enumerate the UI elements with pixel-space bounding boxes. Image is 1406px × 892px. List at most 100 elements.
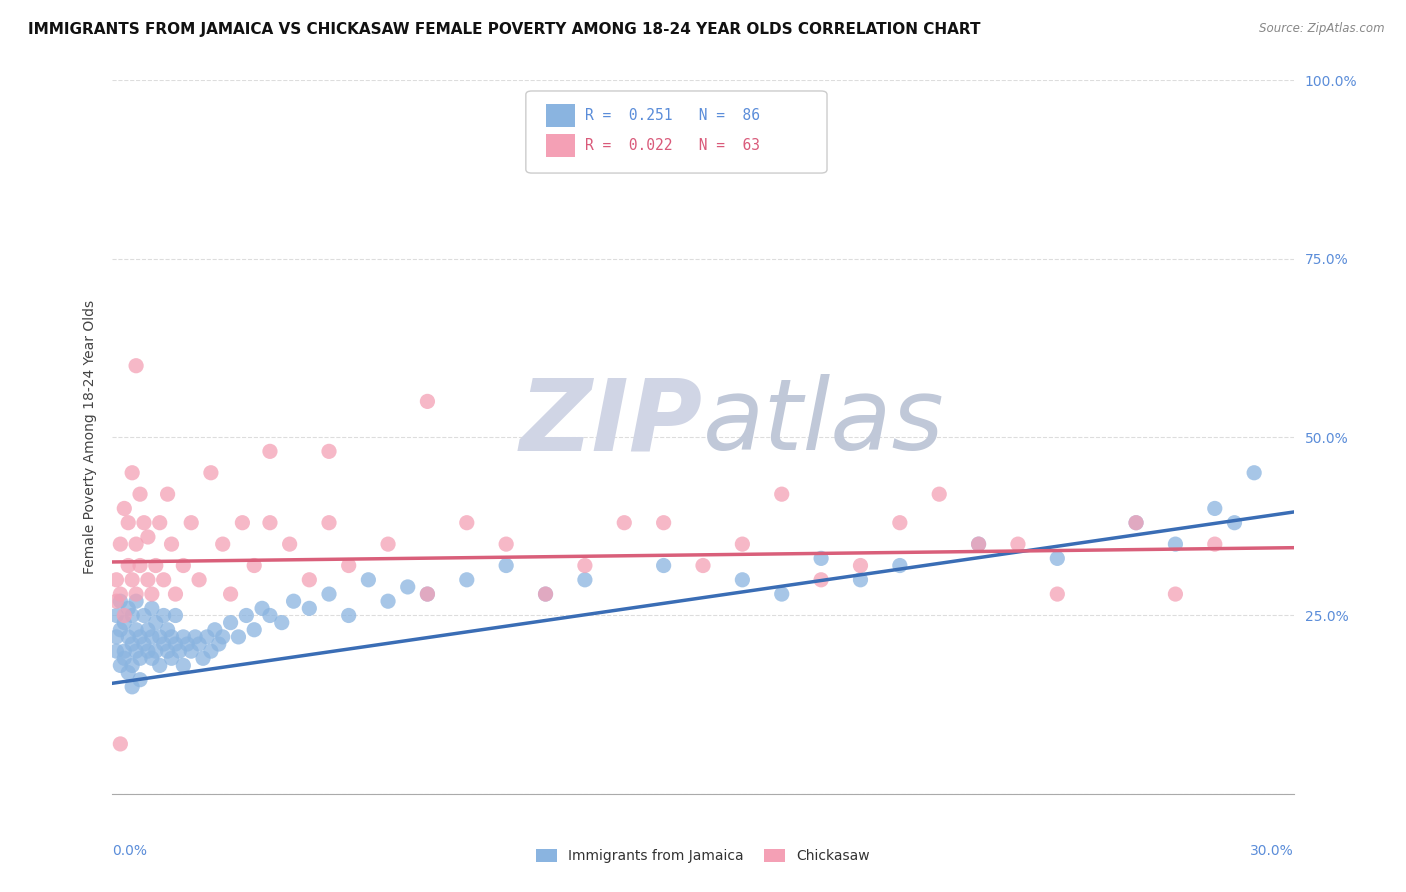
Point <box>117 665 139 680</box>
Point <box>967 537 990 551</box>
Point <box>849 558 872 573</box>
Point <box>889 516 911 530</box>
Point <box>243 558 266 573</box>
Point <box>1125 516 1147 530</box>
Point <box>534 587 557 601</box>
Point <box>259 444 281 458</box>
Point <box>165 608 187 623</box>
Point <box>141 601 163 615</box>
Point <box>298 573 321 587</box>
Point <box>110 737 132 751</box>
Point <box>1243 466 1265 480</box>
Point <box>105 644 128 658</box>
Point <box>416 394 439 409</box>
Point <box>1223 516 1246 530</box>
Point <box>152 573 174 587</box>
Point <box>195 630 218 644</box>
Point <box>136 644 159 658</box>
Point <box>188 637 211 651</box>
Point <box>731 573 754 587</box>
Point <box>208 637 231 651</box>
Point <box>180 516 202 530</box>
Point <box>849 573 872 587</box>
Point <box>184 630 207 644</box>
Point <box>200 644 222 658</box>
Text: 30.0%: 30.0% <box>1250 844 1294 858</box>
Point <box>125 537 148 551</box>
Point <box>112 651 135 665</box>
Point <box>259 608 281 623</box>
Point <box>357 573 380 587</box>
Point <box>129 558 152 573</box>
Point <box>110 623 132 637</box>
Point <box>259 516 281 530</box>
Point <box>228 630 250 644</box>
Point <box>145 615 167 630</box>
Point <box>132 637 155 651</box>
Text: Source: ZipAtlas.com: Source: ZipAtlas.com <box>1260 22 1385 36</box>
Point <box>165 587 187 601</box>
FancyBboxPatch shape <box>546 103 575 127</box>
Point <box>1046 551 1069 566</box>
Point <box>1164 587 1187 601</box>
Point <box>117 516 139 530</box>
Y-axis label: Female Poverty Among 18-24 Year Olds: Female Poverty Among 18-24 Year Olds <box>83 300 97 574</box>
Point <box>121 466 143 480</box>
Point <box>141 651 163 665</box>
Point <box>125 359 148 373</box>
Point <box>377 537 399 551</box>
Point <box>117 630 139 644</box>
Point <box>121 637 143 651</box>
Point <box>172 630 194 644</box>
Point <box>129 630 152 644</box>
Point <box>318 516 340 530</box>
Point <box>1164 537 1187 551</box>
Point <box>132 608 155 623</box>
Point <box>156 644 179 658</box>
Point <box>770 587 793 601</box>
Point <box>136 623 159 637</box>
Point <box>1007 537 1029 551</box>
Point <box>180 644 202 658</box>
Point <box>149 630 172 644</box>
Point <box>191 651 214 665</box>
Point <box>145 558 167 573</box>
Point <box>176 637 198 651</box>
Point <box>160 651 183 665</box>
Point <box>105 573 128 587</box>
Point <box>298 601 321 615</box>
Point <box>652 516 675 530</box>
Point <box>145 644 167 658</box>
FancyBboxPatch shape <box>546 134 575 157</box>
Point <box>149 516 172 530</box>
Point <box>136 530 159 544</box>
Point <box>125 623 148 637</box>
Point <box>112 501 135 516</box>
Point <box>141 587 163 601</box>
Point <box>129 651 152 665</box>
Point <box>149 658 172 673</box>
Point <box>105 630 128 644</box>
Point <box>731 537 754 551</box>
Point <box>574 558 596 573</box>
Point <box>110 658 132 673</box>
Text: IMMIGRANTS FROM JAMAICA VS CHICKASAW FEMALE POVERTY AMONG 18-24 YEAR OLDS CORREL: IMMIGRANTS FROM JAMAICA VS CHICKASAW FEM… <box>28 22 980 37</box>
Point <box>129 673 152 687</box>
Point <box>204 623 226 637</box>
Point <box>117 601 139 615</box>
Point <box>112 608 135 623</box>
Point <box>121 573 143 587</box>
Point <box>112 615 135 630</box>
Point <box>416 587 439 601</box>
Point <box>928 487 950 501</box>
Point <box>105 608 128 623</box>
Point <box>132 516 155 530</box>
Point <box>112 644 135 658</box>
Point <box>1204 537 1226 551</box>
Point <box>121 658 143 673</box>
Point <box>141 630 163 644</box>
Point <box>810 573 832 587</box>
Point <box>136 573 159 587</box>
Point <box>534 587 557 601</box>
Point <box>231 516 253 530</box>
